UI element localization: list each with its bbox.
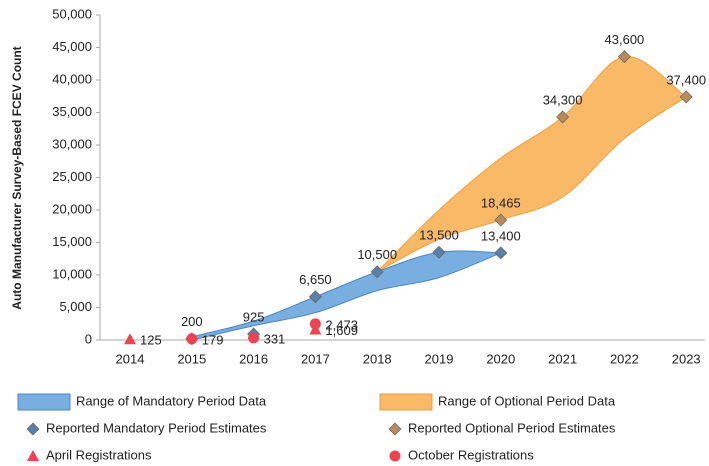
y-tick-label: 30,000 (52, 136, 92, 151)
circle-marker (186, 333, 198, 345)
data-label: 37,400 (666, 72, 706, 87)
diamond-marker (556, 110, 570, 124)
data-label: 10,500 (357, 247, 397, 262)
x-tick-label: 2020 (486, 351, 515, 366)
x-tick-label: 2014 (116, 351, 145, 366)
x-tick-label: 2021 (548, 351, 577, 366)
x-tick-label: 2019 (425, 351, 454, 366)
data-label: 179 (202, 332, 224, 347)
y-tick-label: 5,000 (59, 299, 92, 314)
x-tick-label: 2015 (177, 351, 206, 366)
legend-swatch (379, 393, 433, 411)
diamond-marker (617, 50, 631, 64)
legend-marker (389, 450, 401, 462)
y-tick-label: 35,000 (52, 104, 92, 119)
legend-label: April Registrations (46, 447, 152, 462)
x-tick-label: 2018 (363, 351, 392, 366)
data-label: 18,465 (481, 195, 521, 210)
y-tick-label: 10,000 (52, 266, 92, 281)
diamond-marker (494, 246, 508, 260)
y-tick-label: 20,000 (52, 201, 92, 216)
y-tick-label: 0 (85, 331, 92, 346)
legend-label: October Registrations (408, 447, 534, 462)
diamond-marker (308, 290, 322, 304)
diamond-marker (679, 90, 693, 104)
diamond-marker (432, 245, 446, 259)
data-label: 125 (140, 333, 162, 348)
legend-swatch (17, 393, 71, 411)
data-label: 13,400 (481, 228, 521, 243)
y-tick-label: 15,000 (52, 234, 92, 249)
legend-marker (388, 422, 402, 436)
x-tick-label: 2016 (239, 351, 268, 366)
data-label: 43,600 (605, 32, 645, 47)
legend-marker (26, 422, 40, 436)
circle-marker (248, 332, 260, 344)
y-tick-label: 45,000 (52, 39, 92, 54)
y-tick-label: 25,000 (52, 169, 92, 184)
x-tick-label: 2023 (672, 351, 701, 366)
data-label: 6,650 (299, 272, 332, 287)
y-axis-label: Auto Manufacturer Survey-Based FCEV Coun… (10, 46, 24, 309)
data-label: 13,500 (419, 228, 459, 243)
x-tick-label: 2017 (301, 351, 330, 366)
diamond-marker (494, 213, 508, 227)
triangle-marker (124, 333, 136, 345)
x-tick-label: 2022 (610, 351, 639, 366)
circle-marker (309, 318, 321, 330)
data-label: 331 (264, 331, 286, 346)
diamond-marker (370, 265, 384, 279)
legend-marker (27, 450, 39, 461)
data-label: 200 (181, 314, 203, 329)
data-label: 1,609 (325, 323, 358, 338)
data-label: 34,300 (543, 92, 583, 107)
y-tick-label: 50,000 (52, 6, 92, 21)
legend-label: Range of Optional Period Data (438, 393, 616, 408)
legend-label: Reported Mandatory Period Estimates (46, 420, 267, 435)
data-label: 2,473 (325, 317, 358, 332)
y-tick-label: 40,000 (52, 71, 92, 86)
legend-label: Range of Mandatory Period Data (76, 393, 267, 408)
legend-label: Reported Optional Period Estimates (408, 420, 616, 435)
data-label: 925 (243, 309, 265, 324)
